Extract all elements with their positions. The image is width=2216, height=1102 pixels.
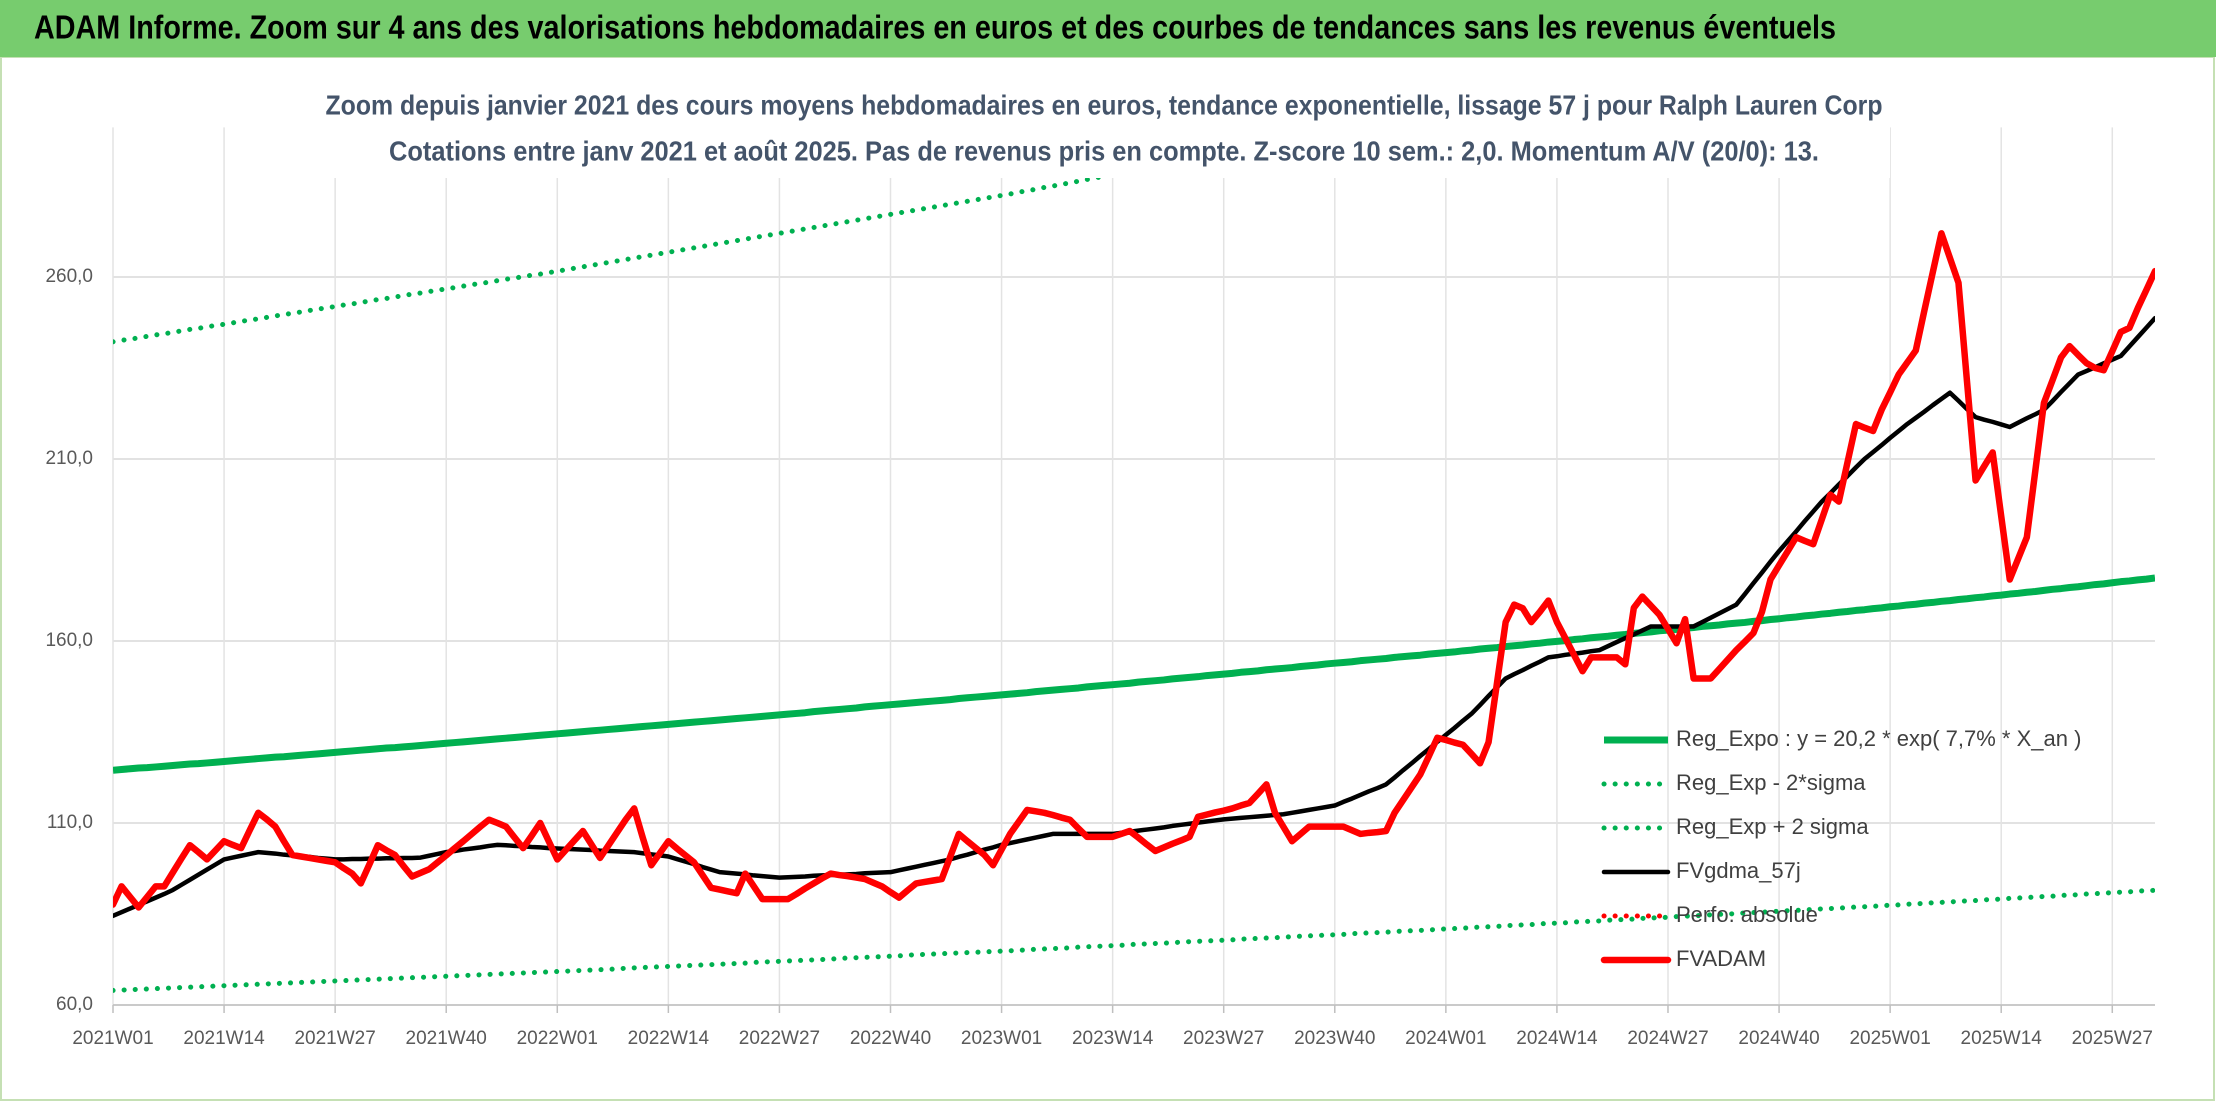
legend: Reg_Expo : y = 20,2 * exp( 7,7% * X_an )… <box>1600 726 2081 971</box>
x-tick-label: 2024W14 <box>1516 1028 1598 1049</box>
legend-label: Perfo. absolue <box>1676 902 1818 927</box>
series-line <box>113 574 2155 774</box>
x-tick-label: 2022W14 <box>628 1028 710 1049</box>
x-tick-label: 2021W27 <box>294 1028 375 1049</box>
grid <box>112 127 2155 1006</box>
x-tick-label: 2022W27 <box>739 1028 820 1049</box>
y-tick-label: 110,0 <box>47 812 93 833</box>
x-tick-label: 2024W01 <box>1405 1028 1486 1049</box>
axes: 60,0 110,0 160,0 210,0 260,0 2021W01 2021W14 20… <box>45 266 2155 1049</box>
series-line <box>113 230 2155 911</box>
legend-label: Reg_Exp + 2 sigma <box>1676 814 1869 839</box>
header-bar <box>0 0 2216 57</box>
legend-label: Reg_Exp - 2*sigma <box>1676 770 1866 795</box>
legend-label: FVgdma_57j <box>1676 858 1801 883</box>
x-tick-label: 2022W01 <box>517 1028 598 1049</box>
y-tick-label: 260,0 <box>45 266 93 287</box>
series-line <box>113 131 1359 345</box>
chart-subtitle: Cotations entre janv 2021 et août 2025. … <box>389 135 1819 166</box>
y-tick-label: 210,0 <box>45 448 93 469</box>
series-line <box>113 887 2155 993</box>
plot-lines <box>113 131 2155 993</box>
x-tick-label: 2022W40 <box>850 1028 931 1049</box>
x-tick-label: 2025W01 <box>1849 1028 1930 1049</box>
legend-label: FVADAM <box>1676 946 1766 971</box>
x-tick-label: 2021W01 <box>72 1028 153 1049</box>
chart-title: Zoom depuis janvier 2021 des cours moyen… <box>326 89 1883 120</box>
y-tick-label: 160,0 <box>45 630 93 651</box>
x-tick-label: 2024W27 <box>1627 1028 1708 1049</box>
legend-label: Reg_Expo : y = 20,2 * exp( 7,7% * X_an ) <box>1676 726 2081 751</box>
x-tick-label: 2025W14 <box>1961 1028 2043 1049</box>
x-tick-label: 2021W14 <box>183 1028 265 1049</box>
x-tick-label: 2024W40 <box>1738 1028 1819 1049</box>
header-title: ADAM Informe. Zoom sur 4 ans des valoris… <box>34 9 1836 46</box>
x-tick-label: 2023W27 <box>1183 1028 1264 1049</box>
y-tick-label: 60,0 <box>56 994 93 1015</box>
title-box <box>322 86 1890 178</box>
x-tick-label: 2023W14 <box>1072 1028 1154 1049</box>
x-tick-label: 2021W40 <box>406 1028 487 1049</box>
x-tick-label: 2023W01 <box>961 1028 1042 1049</box>
x-tick-label: 2023W40 <box>1294 1028 1375 1049</box>
x-tick-label: 2025W27 <box>2072 1028 2153 1049</box>
